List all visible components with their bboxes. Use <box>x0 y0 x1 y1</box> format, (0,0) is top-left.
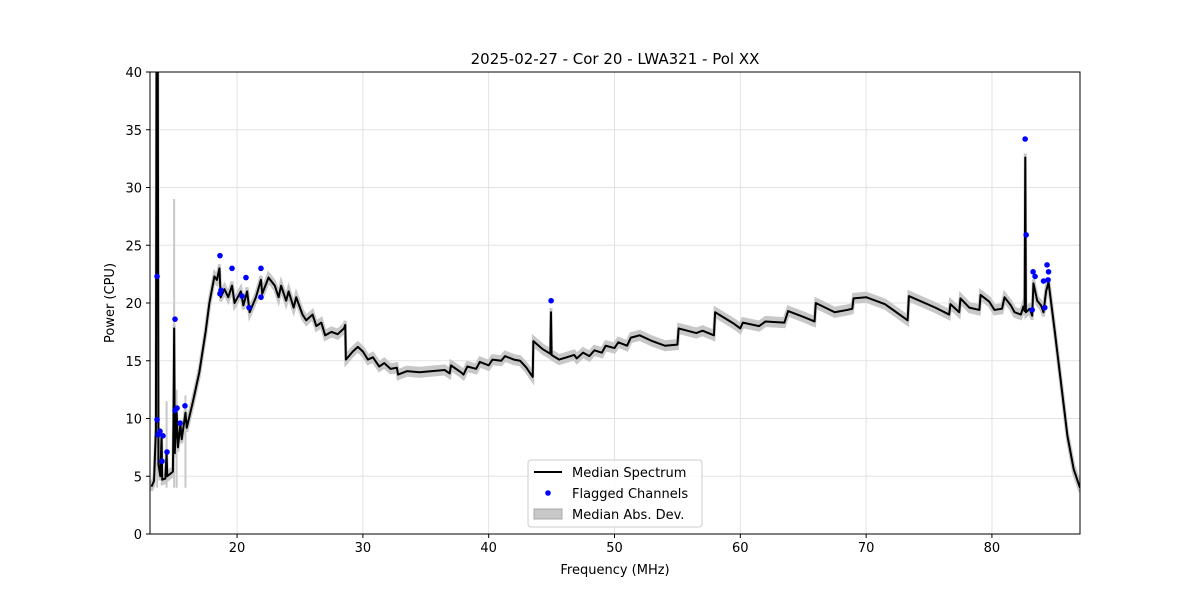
legend: Median Spectrum Flagged Channels Median … <box>527 459 703 528</box>
flagged-channel-point <box>1041 304 1048 311</box>
y-tick-label: 15 <box>125 355 142 370</box>
y-tick-label: 20 <box>125 297 142 312</box>
legend-box <box>527 459 703 528</box>
median-spectrum-line <box>150 72 1080 489</box>
flagged-channel-point <box>246 304 252 311</box>
flagged-channel-point <box>154 416 160 423</box>
flagged-channel-point <box>1045 277 1051 283</box>
flagged-channel-point <box>217 252 223 259</box>
mad-band-area <box>150 72 1080 493</box>
flagged-channel-point <box>1045 269 1052 275</box>
flagged-channel-point <box>218 287 224 294</box>
flagged-channel-point <box>182 402 188 409</box>
flagged-channel-point <box>159 458 165 465</box>
y-tick-label: 35 <box>125 124 142 139</box>
y-tick-label: 40 <box>125 66 142 81</box>
x-tick-label: 20 <box>229 541 246 556</box>
x-tick-label: 80 <box>984 541 1001 556</box>
flagged-channel-point <box>1029 307 1035 313</box>
flagged-channel-point <box>164 449 170 455</box>
flagged-channel-point <box>1022 136 1028 142</box>
flagged-channel-point <box>177 420 183 426</box>
y-tick-label: 25 <box>125 239 142 254</box>
flagged-channel-point <box>155 431 161 438</box>
chart-title: 2025-02-27 - Cor 20 - LWA321 - Pol XX <box>471 50 760 68</box>
x-axis-label: Frequency (MHz) <box>560 563 669 578</box>
flagged-channel-point <box>154 273 160 280</box>
mad-band <box>150 72 1080 493</box>
flagged-channel-point <box>548 297 554 304</box>
y-tick-label: 30 <box>125 182 142 197</box>
x-tick-label: 40 <box>480 541 497 556</box>
x-tick-label: 60 <box>732 541 749 556</box>
legend-flagged-label: Flagged Channels <box>572 487 688 502</box>
x-tick-label: 70 <box>858 541 875 556</box>
y-tick-label: 0 <box>134 528 142 543</box>
grid <box>150 71 1080 535</box>
legend-mad-label: Median Abs. Dev. <box>572 508 684 523</box>
flagged-channel-point <box>1032 273 1038 280</box>
flagged-channel-point <box>258 265 264 272</box>
legend-flagged-swatch <box>545 490 551 496</box>
flagged-channel-point <box>1023 232 1029 238</box>
flagged-channel-point <box>1040 278 1047 284</box>
flagged-channel-point <box>229 265 235 272</box>
y-tick-label: 5 <box>134 470 142 485</box>
flagged-channel-point <box>239 293 245 299</box>
legend-mad-swatch <box>533 508 563 520</box>
flagged-channel-point <box>174 405 180 411</box>
x-tick-label: 50 <box>606 541 623 556</box>
y-axis: 0 5 10 15 20 25 30 35 40 <box>125 66 150 543</box>
flagged-channels <box>154 136 1052 465</box>
flagged-channel-point <box>160 433 166 439</box>
flagged-channel-point <box>172 316 178 322</box>
flagged-channel-point <box>1030 269 1036 275</box>
y-tick-label: 10 <box>125 413 142 428</box>
legend-median-label: Median Spectrum <box>572 466 686 481</box>
x-axis: 20 30 40 50 60 70 80 <box>229 534 1000 556</box>
y-axis-label: Power (CPU) <box>103 263 118 343</box>
flagged-channel-point <box>243 274 249 281</box>
x-tick-label: 30 <box>355 541 372 556</box>
flagged-channel-point <box>1044 262 1050 268</box>
flagged-channel-point <box>258 294 264 301</box>
